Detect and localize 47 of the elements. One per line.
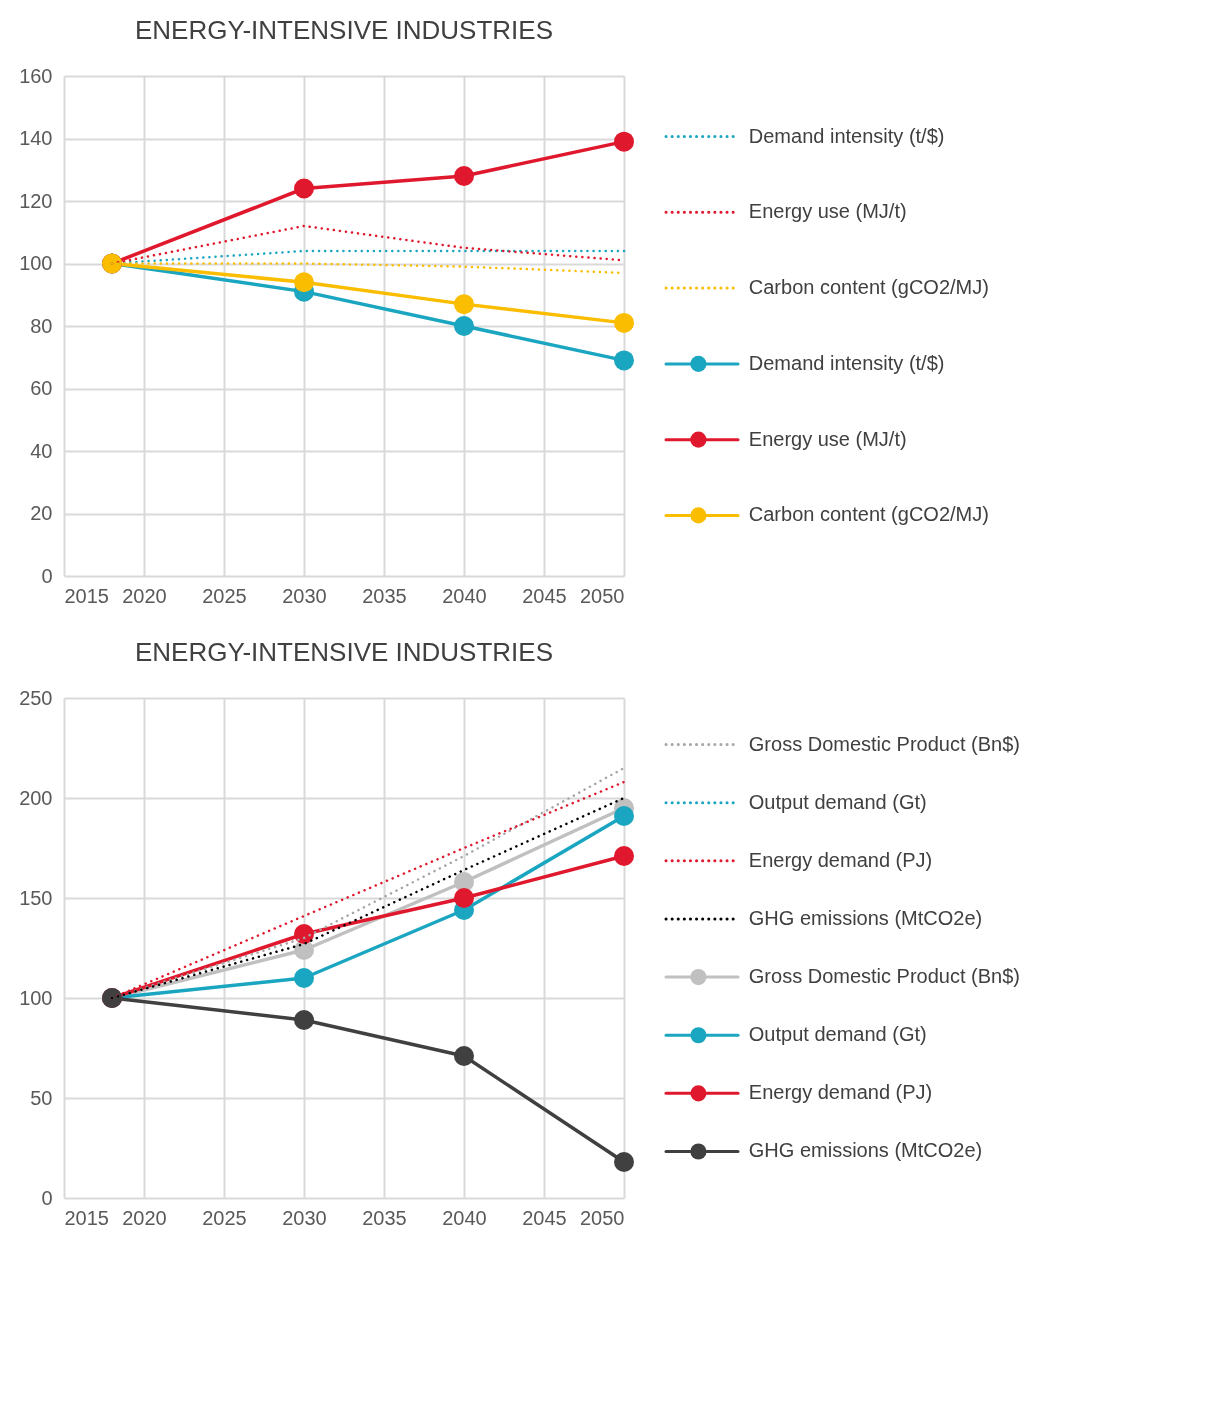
- y-tick-label: 150: [19, 886, 53, 909]
- y-tick-label: 60: [30, 377, 53, 399]
- y-tick-label: 0: [41, 1186, 53, 1209]
- legend-label: Gross Domestic Product (Bn$): [748, 965, 1020, 988]
- y-tick-label: 120: [19, 189, 53, 212]
- y-tick-label: 200: [19, 786, 53, 809]
- y-tick-label: 100: [19, 986, 53, 1009]
- y-tick-label: 40: [30, 439, 53, 462]
- x-tick-label: 2040: [442, 1206, 487, 1229]
- chart-title: ENERGY-INTENSIVE INDUSTRIES: [134, 637, 554, 667]
- x-tick-label: 2035: [362, 584, 407, 607]
- y-tick-label: 50: [30, 1086, 53, 1109]
- x-tick-label: 2045: [522, 1206, 567, 1229]
- x-tick-label: 2025: [202, 1206, 247, 1229]
- x-tick-label: 2030: [282, 584, 327, 607]
- y-tick-label: 80: [30, 314, 53, 337]
- y-tick-label: 20: [30, 502, 53, 524]
- x-tick-label: 2015: [64, 584, 109, 607]
- y-tick-label: 140: [19, 127, 53, 149]
- x-tick-label: 2050: [580, 1206, 625, 1229]
- legend-label: Gross Domestic Product (Bn$): [748, 732, 1020, 755]
- legend-label: Energy use (MJ/t): [748, 200, 907, 223]
- legend-label: Output demand (Gt): [748, 1023, 927, 1046]
- legend-label: GHG emissions (MtCO2e): [748, 1139, 983, 1162]
- chart-title: ENERGY-INTENSIVE INDUSTRIES: [134, 15, 554, 45]
- x-tick-label: 2030: [282, 1206, 327, 1229]
- legend-label: Energy use (MJ/t): [748, 427, 907, 450]
- x-tick-label: 2050: [580, 584, 625, 607]
- x-tick-label: 2045: [522, 584, 567, 607]
- legend-label: Demand intensity (t/$): [748, 124, 945, 147]
- x-tick-label: 2020: [122, 584, 167, 607]
- x-tick-label: 2020: [122, 1206, 167, 1229]
- x-tick-label: 2015: [64, 1206, 109, 1229]
- y-tick-label: 160: [19, 64, 53, 87]
- legend-label: Carbon content (gCO2/MJ): [748, 276, 989, 299]
- legend-label: Energy demand (PJ): [748, 848, 933, 871]
- y-tick-label: 100: [19, 252, 53, 274]
- y-tick-label: 250: [19, 686, 53, 709]
- legend-label: Output demand (Gt): [748, 790, 927, 813]
- legend-label: Demand intensity (t/$): [748, 351, 945, 374]
- x-tick-label: 2025: [202, 584, 247, 607]
- legend-label: Carbon content (gCO2/MJ): [748, 503, 989, 526]
- y-tick-label: 0: [41, 564, 53, 587]
- x-tick-label: 2035: [362, 1206, 407, 1229]
- legend-label: GHG emissions (MtCO2e): [748, 906, 983, 929]
- legend-label: Energy demand (PJ): [748, 1081, 933, 1104]
- x-tick-label: 2040: [442, 584, 487, 607]
